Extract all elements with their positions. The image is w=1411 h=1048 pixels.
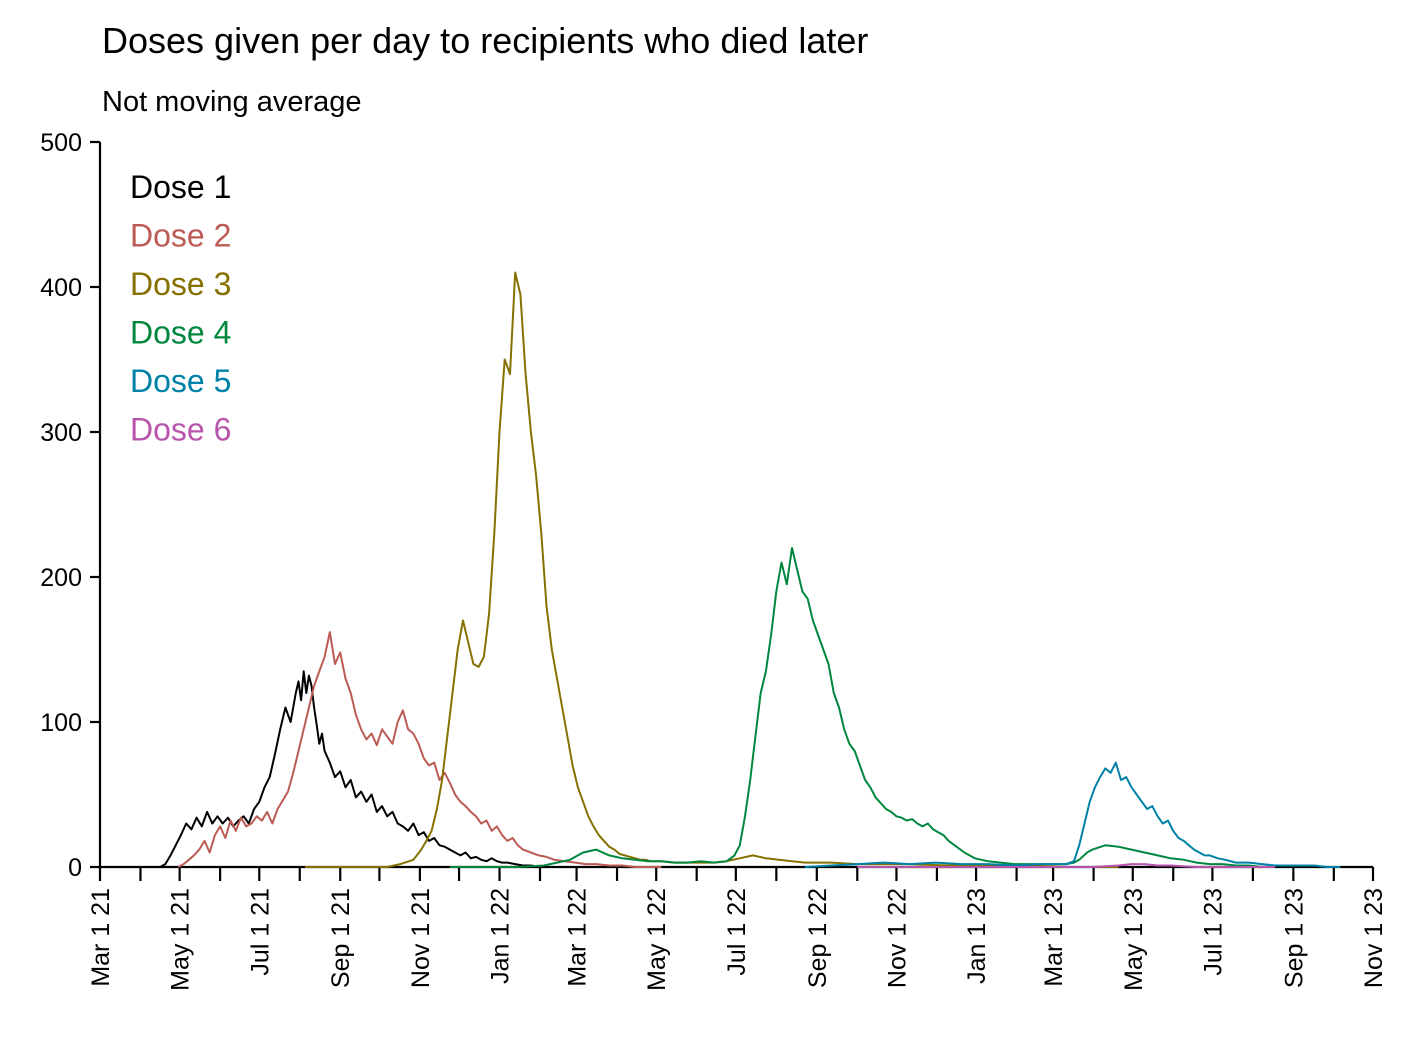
axes: 0 100 200 300 400 500 Mar 1 21 May 1 21 Jul 1 21… (40, 129, 1388, 991)
series-layer (159, 271, 1341, 868)
series-line-dose-6 (857, 863, 1276, 868)
series-line-dose-5 (804, 761, 1341, 868)
series-line-dose-3 (305, 271, 1119, 868)
x-tick-label: Sep 1 22 (804, 888, 832, 988)
y-tick-label: 300 (40, 419, 82, 447)
legend-item-dose-2: Dose 2 (130, 218, 231, 254)
legend-item-dose-4: Dose 4 (130, 315, 231, 351)
y-tick-label: 0 (68, 854, 82, 882)
series-line-dose-2 (177, 631, 662, 868)
y-tick-label: 100 (40, 709, 82, 737)
y-tick-label: 200 (40, 564, 82, 592)
x-tick-label: Mar 1 22 (564, 888, 592, 987)
x-tick-label: Jul 1 21 (246, 888, 274, 976)
series-line-dose-1 (159, 670, 541, 868)
chart-subtitle: Not moving average (102, 86, 362, 118)
x-tick-label: May 1 23 (1120, 888, 1148, 991)
y-tick-label: 400 (40, 274, 82, 302)
legend-item-dose-3: Dose 3 (130, 266, 231, 302)
legend-item-dose-1: Dose 1 (130, 169, 231, 205)
legend: Dose 1 Dose 2 Dose 3 Dose 4 Dose 5 Dose 6 (130, 169, 231, 448)
x-tick-label: Jan 1 22 (487, 888, 515, 984)
x-tick-label: Sep 1 23 (1280, 888, 1308, 988)
x-tick-label: Jul 1 23 (1199, 888, 1227, 976)
x-tick-label: May 1 21 (167, 888, 195, 991)
x-tick-label: Nov 1 21 (407, 888, 435, 988)
series-line-dose-4 (449, 547, 1276, 868)
chart-title: Doses given per day to recipients who di… (102, 20, 868, 61)
x-tick-label: Jul 1 22 (723, 888, 751, 976)
x-tick-label: Nov 1 23 (1360, 888, 1388, 988)
legend-item-dose-6: Dose 6 (130, 412, 231, 448)
x-tick-label: Sep 1 21 (327, 888, 355, 988)
x-tick-label: Jan 1 23 (963, 888, 991, 984)
x-tick-label: Mar 1 23 (1040, 888, 1068, 987)
x-tick-label: May 1 22 (643, 888, 671, 991)
y-tick-label: 500 (40, 129, 82, 157)
legend-item-dose-5: Dose 5 (130, 363, 231, 399)
x-tick-label: Nov 1 22 (883, 888, 911, 988)
x-tick-label: Mar 1 21 (87, 888, 115, 987)
